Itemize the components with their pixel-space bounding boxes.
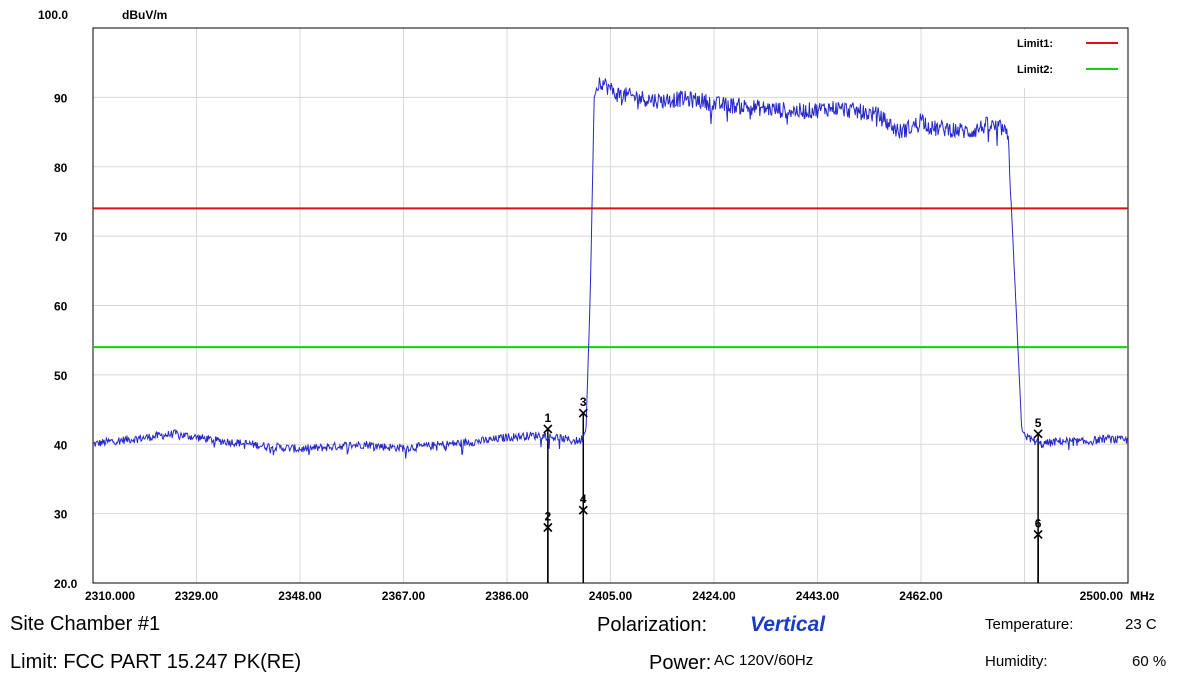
y-tick-label: 60	[54, 300, 68, 314]
humidity-label: Humidity:	[985, 653, 1048, 670]
x-tick-label: 2424.00	[692, 589, 736, 603]
legend-label: Limit2:	[1017, 64, 1053, 76]
temperature-label: Temperature:	[985, 616, 1074, 633]
power-value: AC 120V/60Hz	[714, 652, 814, 669]
marker-point	[578, 505, 588, 515]
legend-box	[976, 30, 1124, 88]
x-tick-label: 2500.00	[1080, 589, 1124, 603]
marker-label: 4	[580, 492, 587, 506]
x-tick-label: 2329.00	[175, 589, 219, 603]
marker-point	[543, 424, 553, 434]
marker-label: 1	[545, 411, 552, 425]
marker-label: 3	[580, 395, 587, 409]
humidity-value: 60 %	[1132, 653, 1167, 670]
legend-label: Limit1:	[1017, 38, 1053, 50]
y-tick-label: 80	[54, 161, 68, 175]
x-tick-label: 2405.00	[589, 589, 633, 603]
y-tick-label: 90	[54, 91, 68, 105]
marker-point	[543, 522, 553, 533]
y-tick-label: 30	[54, 508, 68, 522]
power-label: Power:	[649, 652, 712, 674]
marker-point	[578, 408, 588, 418]
x-tick-label: 2386.00	[485, 589, 529, 603]
marker-label: 2	[545, 510, 552, 524]
temperature-value: 23 C	[1125, 616, 1157, 633]
y-tick-label: 20.0	[54, 577, 78, 591]
y-axis-label: dBuV/m	[122, 8, 167, 22]
site-label: Site Chamber #1	[10, 613, 161, 635]
x-tick-label: 2367.00	[382, 589, 426, 603]
limit-label: Limit: FCC PART 15.247 PK(RE)	[10, 651, 302, 673]
marker-label: 5	[1035, 416, 1042, 430]
x-tick-label: 2348.00	[278, 589, 322, 603]
x-tick-label: 2462.00	[899, 589, 943, 603]
y-tick-label: 70	[54, 230, 68, 244]
spectrum-trace	[93, 77, 1129, 459]
marker-label: 6	[1035, 516, 1042, 530]
polarization-value: Vertical	[750, 613, 826, 636]
polarization-label: Polarization:	[597, 614, 708, 636]
x-axis-unit: MHz	[1130, 589, 1155, 603]
y-tick-label: 50	[54, 369, 68, 383]
x-tick-label: 2310.000	[85, 589, 135, 603]
y-tick-label: 40	[54, 438, 68, 452]
x-tick-label: 2443.00	[796, 589, 840, 603]
marker-point	[1033, 529, 1043, 540]
marker-point	[1033, 429, 1043, 439]
plot-border	[92, 27, 1129, 584]
y-tick-label: 100.0	[38, 8, 68, 22]
